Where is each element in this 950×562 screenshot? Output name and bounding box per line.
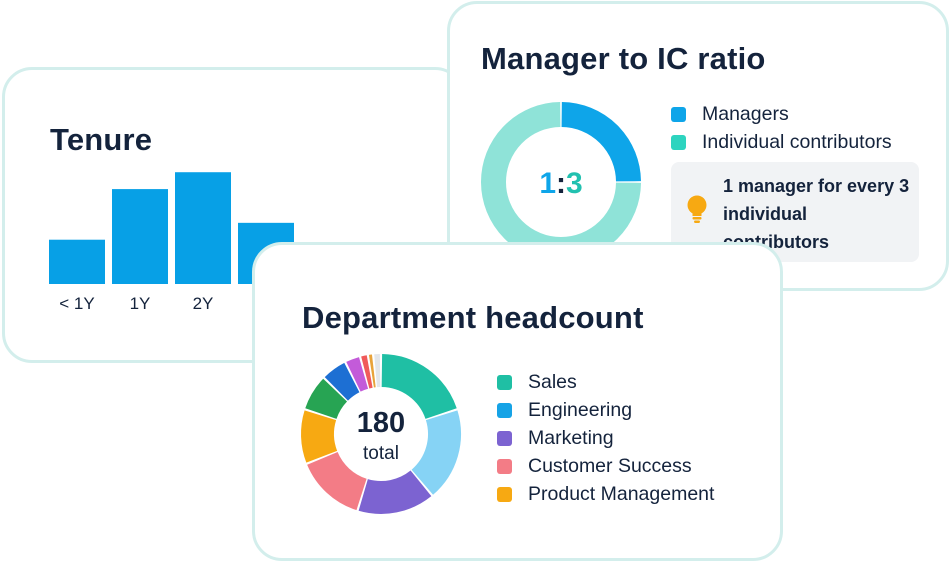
ratio-legend: Managers Individual contributors — [671, 100, 892, 156]
lightbulb-icon — [687, 195, 707, 223]
ratio-center-label: 1:3 — [539, 167, 582, 200]
legend-label-engineering: Engineering — [528, 398, 633, 421]
ratio-donut-chart: 1:3 — [481, 102, 641, 262]
department-segment-segment-9 — [361, 355, 373, 389]
legend-swatch-product-management — [497, 486, 512, 502]
legend-swatch-managers — [671, 106, 686, 122]
department-segment-segment-8 — [346, 357, 369, 392]
ratio-segment-managers — [561, 102, 641, 182]
department-legend: Sales Engineering Marketing Customer Suc… — [497, 368, 714, 508]
tenure-tick-label: 1Y — [130, 294, 151, 313]
legend-label-sales: Sales — [528, 370, 577, 393]
legend-item-engineering: Engineering — [497, 396, 714, 424]
department-title: Department headcount — [302, 300, 644, 335]
department-segment-segment-7 — [324, 362, 360, 401]
tenure-tick-label: < 1Y — [59, 294, 94, 313]
legend-swatch-individual-contributors — [671, 134, 686, 150]
legend-item-individual-contributors: Individual contributors — [671, 128, 892, 156]
tenure-bar-1y — [49, 239, 105, 284]
tenure-bar-1y — [112, 189, 168, 284]
tenure-bar-2y — [175, 172, 231, 284]
ratio-segment-individual-contributors — [481, 102, 641, 262]
legend-label-marketing: Marketing — [528, 426, 614, 449]
department-headcount-card: Department headcount 180 total Sales Engi… — [252, 242, 783, 561]
department-donut-chart: 180 total — [301, 354, 461, 514]
department-total-caption: total — [363, 443, 399, 464]
department-segment-engineering — [411, 410, 461, 495]
tenure-title: Tenure — [50, 122, 153, 157]
department-segment-customer-success — [307, 451, 368, 511]
legend-label-individual-contributors: Individual contributors — [702, 130, 892, 153]
legend-swatch-customer-success — [497, 458, 512, 474]
legend-item-sales: Sales — [497, 368, 714, 396]
department-segment-sales — [380, 354, 457, 420]
legend-item-marketing: Marketing — [497, 424, 714, 452]
legend-swatch-marketing — [497, 430, 512, 446]
legend-item-managers: Managers — [671, 100, 892, 128]
legend-label-product-management: Product Management — [528, 482, 715, 505]
department-segment-product-management — [301, 410, 338, 463]
department-total-value: 180 — [357, 407, 405, 439]
department-segment-segment-6 — [305, 378, 348, 420]
department-segment-marketing — [358, 470, 432, 514]
tenure-tick-label: 2Y — [193, 294, 214, 313]
legend-swatch-engineering — [497, 402, 512, 418]
legend-item-customer-success: Customer Success — [497, 452, 714, 480]
legend-swatch-sales — [497, 374, 512, 390]
legend-label-managers: Managers — [702, 102, 789, 125]
ratio-title: Manager to IC ratio — [481, 41, 766, 76]
legend-label-customer-success: Customer Success — [528, 454, 692, 477]
legend-item-product-management: Product Management — [497, 480, 714, 508]
